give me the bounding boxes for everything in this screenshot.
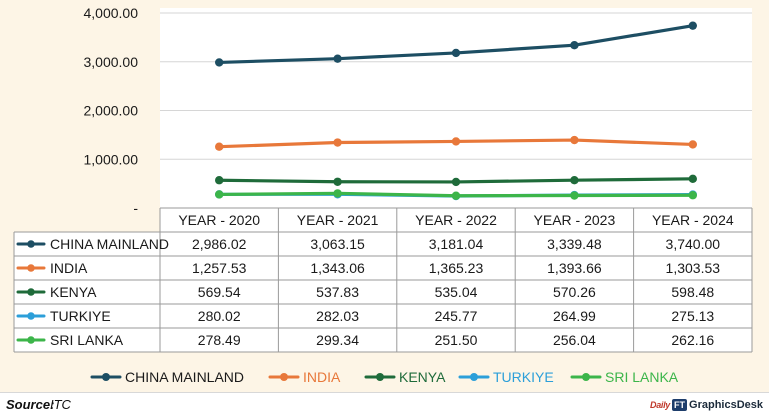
cell-2-0: 569.54 xyxy=(198,284,241,300)
row-key-dot-3 xyxy=(27,312,35,320)
data-point-2-2 xyxy=(451,177,461,187)
cell-3-3: 264.99 xyxy=(553,308,596,324)
legend-label-2: KENYA xyxy=(399,369,446,385)
cell-4-0: 278.49 xyxy=(198,332,241,348)
data-point-0-2 xyxy=(451,48,461,58)
legend-label-4: SRI LANKA xyxy=(605,369,679,385)
table-header-3: YEAR - 2023 xyxy=(534,212,616,228)
footer: Source: ITC Daily FT GraphicsDesk xyxy=(0,392,769,418)
data-point-0-4 xyxy=(688,21,697,30)
legend-label-1: INDIA xyxy=(303,369,341,385)
row-key-dot-4 xyxy=(27,336,35,344)
cell-3-4: 275.13 xyxy=(671,308,714,324)
row-label-3: TURKIYE xyxy=(50,308,111,324)
table-header-bg xyxy=(160,208,752,232)
y-tick-label: 2,000.00 xyxy=(84,103,139,119)
data-point-0-3 xyxy=(570,41,579,50)
cell-2-1: 537.83 xyxy=(316,284,359,300)
plot-area xyxy=(160,8,752,208)
row-key-dot-2 xyxy=(27,288,35,296)
data-point-1-0 xyxy=(215,142,224,151)
data-point-2-3 xyxy=(570,175,579,185)
brand-ft: FT xyxy=(672,399,688,411)
legend-dot-1 xyxy=(280,373,288,381)
data-point-4-1 xyxy=(333,189,342,198)
cell-3-2: 245.77 xyxy=(435,308,478,324)
data-point-2-0 xyxy=(215,176,224,185)
data-point-1-2 xyxy=(451,137,461,146)
cell-3-0: 280.02 xyxy=(198,308,241,324)
table-body-bg xyxy=(14,232,752,352)
cell-1-3: 1,393.66 xyxy=(547,260,602,276)
y-tick-label: - xyxy=(133,200,138,216)
row-key-dot-0 xyxy=(27,240,35,248)
cell-4-2: 251.50 xyxy=(435,332,478,348)
cell-3-1: 282.03 xyxy=(316,308,359,324)
table-header-2: YEAR - 2022 xyxy=(415,212,497,228)
y-tick-label: 4,000.00 xyxy=(84,5,139,21)
data-point-4-4 xyxy=(688,191,697,200)
brand-mark: Daily xyxy=(650,400,671,410)
y-tick-label: 1,000.00 xyxy=(84,151,139,167)
row-label-0: CHINA MAINLAND xyxy=(50,236,169,252)
row-label-2: KENYA xyxy=(50,284,97,300)
legend-dot-2 xyxy=(376,373,384,381)
data-point-1-4 xyxy=(688,140,697,149)
cell-2-2: 535.04 xyxy=(435,284,478,300)
data-point-0-1 xyxy=(333,54,342,63)
cell-1-2: 1,365.23 xyxy=(429,260,484,276)
cell-4-3: 256.04 xyxy=(553,332,596,348)
row-key-dot-1 xyxy=(27,264,35,272)
cell-1-1: 1,343.06 xyxy=(310,260,365,276)
legend-dot-4 xyxy=(582,373,590,381)
cell-0-4: 3,740.00 xyxy=(666,236,721,252)
data-point-2-1 xyxy=(333,177,342,186)
cell-1-4: 1,303.53 xyxy=(666,260,721,276)
legend-label-0: CHINA MAINLAND xyxy=(125,369,244,385)
cell-2-3: 570.26 xyxy=(553,284,596,300)
cell-4-1: 299.34 xyxy=(316,332,359,348)
table-header-4: YEAR - 2024 xyxy=(652,212,734,228)
legend-dot-3 xyxy=(470,373,478,381)
row-label-1: INDIA xyxy=(50,260,88,276)
cell-2-4: 598.48 xyxy=(671,284,714,300)
cell-0-3: 3,339.48 xyxy=(547,236,602,252)
y-tick-label: 3,000.00 xyxy=(84,54,139,70)
cell-4-4: 262.16 xyxy=(671,332,714,348)
cell-0-2: 3,181.04 xyxy=(429,236,484,252)
brand-logo: Daily FT GraphicsDesk xyxy=(650,397,763,413)
legend-label-3: TURKIYE xyxy=(493,369,554,385)
data-point-1-3 xyxy=(570,135,579,145)
brand-desk: GraphicsDesk xyxy=(689,399,763,411)
data-point-1-1 xyxy=(333,138,342,147)
source-value: ITC xyxy=(50,397,71,412)
data-point-4-2 xyxy=(451,191,461,200)
row-label-4: SRI LANKA xyxy=(50,332,124,348)
legend-dot-0 xyxy=(102,373,110,381)
cell-1-0: 1,257.53 xyxy=(192,260,247,276)
line-chart: 4,000.00 3,000.00 2,000.00 1,000.00 - YEAR - … xyxy=(13,5,753,385)
source-label: Source: xyxy=(6,397,55,412)
cell-0-1: 3,063.15 xyxy=(310,236,365,252)
data-point-4-3 xyxy=(570,191,579,200)
cell-0-0: 2,986.02 xyxy=(192,236,247,252)
table-header-0: YEAR - 2020 xyxy=(178,212,260,228)
data-point-4-0 xyxy=(215,190,224,199)
data-point-2-4 xyxy=(688,174,697,184)
data-point-0-0 xyxy=(215,58,224,67)
table-header-1: YEAR - 2021 xyxy=(297,212,379,228)
